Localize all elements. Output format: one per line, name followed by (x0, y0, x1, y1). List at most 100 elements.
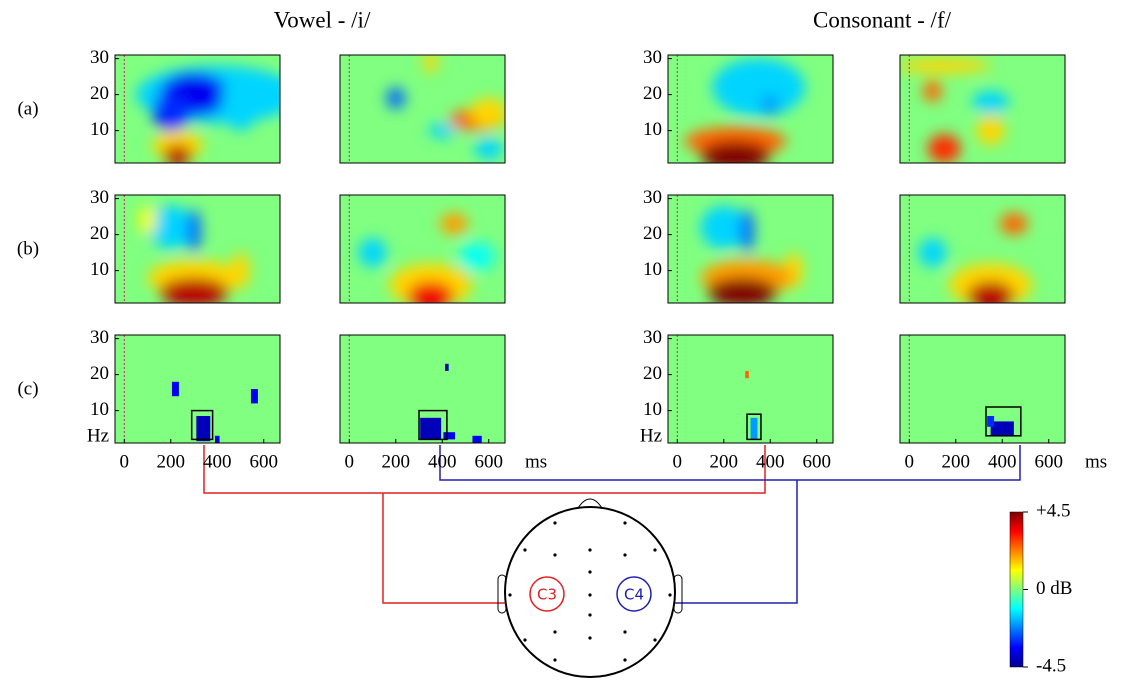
y-tick-label: 10 (643, 119, 662, 140)
y-tick-label: 20 (643, 83, 662, 104)
panel-bg (900, 335, 1065, 443)
spectrogram (900, 55, 1065, 163)
y-tick-label: 30 (90, 327, 109, 348)
tf-blob (474, 137, 503, 160)
tf-blob (740, 209, 754, 253)
spectrogram (668, 335, 833, 443)
spectrogram (340, 55, 505, 163)
tf-blob (976, 116, 1005, 145)
electrode-label: C3 (537, 586, 557, 604)
tf-cluster (987, 416, 995, 427)
y-tick-label: 20 (643, 363, 662, 384)
head (497, 498, 683, 678)
panel-frame (899, 334, 1066, 444)
blobs (135, 65, 280, 163)
tf-blob (147, 205, 195, 249)
x-unit: ms (1085, 451, 1107, 472)
x-tick-label: 0 (120, 451, 130, 472)
roi-box (985, 406, 1022, 437)
tf-blob (163, 145, 192, 163)
colorbar-label: +4.5 (1036, 500, 1070, 521)
tf-cluster (472, 435, 482, 443)
y-tick-label: 30 (643, 47, 662, 68)
tf-blob (700, 205, 748, 249)
tf-blob (138, 205, 157, 235)
x-tick-label: 600 (474, 451, 503, 472)
y-tick-label: 10 (90, 259, 109, 280)
y-tick-label: 20 (90, 83, 109, 104)
spectrogram (115, 195, 280, 303)
tf-cluster (990, 421, 1014, 436)
tf-blob (923, 80, 942, 102)
tf-blob (967, 281, 1014, 303)
blobs (420, 363, 482, 443)
colorbar-label: 0 dB (1036, 578, 1072, 599)
y-tick-label: 30 (90, 47, 109, 68)
y-tick-label: 20 (90, 223, 109, 244)
panel-frame (339, 334, 506, 444)
spectrogram (668, 55, 833, 163)
spectrogram (900, 335, 1065, 443)
tf-cluster (745, 371, 749, 379)
roi-box (746, 413, 762, 441)
tf-blob (152, 94, 190, 131)
x-tick-label: 400 (428, 451, 457, 472)
x-tick-label: 0 (345, 451, 355, 472)
tf-blob (712, 58, 806, 117)
tf-cluster (196, 416, 211, 442)
panel-frame (114, 194, 281, 304)
tf-blob (439, 213, 468, 235)
tf-blob (470, 98, 505, 127)
tf-cluster (420, 417, 442, 440)
y-tick-label: 10 (90, 119, 109, 140)
y-tick-label: 20 (643, 223, 662, 244)
y-tick-label: 20 (90, 363, 109, 384)
colorbar (1009, 511, 1024, 668)
panel-frame (899, 54, 1066, 164)
tf-blob (221, 73, 260, 131)
blobs (918, 213, 1033, 303)
tf-blob (700, 141, 771, 163)
blobs (987, 416, 1014, 436)
column-title: Vowel - /i/ (274, 7, 371, 32)
x-tick-label: 400 (988, 451, 1017, 472)
spectrogram (340, 335, 505, 443)
y-tick-label: 10 (90, 399, 109, 420)
tf-blob (972, 91, 1010, 113)
y-tick-label: 30 (643, 327, 662, 348)
tf-blob (187, 209, 201, 253)
x-unit: ms (525, 451, 547, 472)
tf-blob (900, 58, 991, 73)
tf-blob (918, 238, 947, 267)
tf-cluster (445, 363, 449, 371)
roi-box (418, 409, 448, 441)
y-unit: Hz (87, 425, 109, 446)
blobs (138, 205, 250, 303)
tf-blob (760, 94, 780, 117)
x-tick-label: 200 (942, 451, 971, 472)
spectrogram (115, 335, 280, 443)
tf-blob (707, 277, 778, 303)
panel-frame (667, 194, 834, 304)
x-tick-label: 600 (249, 451, 278, 472)
blobs (900, 58, 1010, 163)
y-unit: Hz (640, 425, 662, 446)
x-tick-label: 400 (203, 451, 232, 472)
electrode-label: C4 (624, 586, 644, 604)
y-tick-label: 30 (643, 187, 662, 208)
y-tick-label: 30 (90, 187, 109, 208)
tf-blob (386, 87, 406, 109)
panel-frame (899, 194, 1066, 304)
panel-frame (667, 54, 834, 164)
panel-frame (667, 334, 834, 444)
panel-frame (339, 194, 506, 304)
x-tick-label: 200 (157, 451, 186, 472)
row-label: (b) (17, 238, 39, 259)
tf-blob (407, 281, 454, 303)
x-tick-label: 200 (710, 451, 739, 472)
spectrogram (900, 195, 1065, 303)
tf-cluster (250, 389, 258, 404)
tf-blob (358, 238, 387, 267)
x-tick-label: 600 (1034, 451, 1063, 472)
